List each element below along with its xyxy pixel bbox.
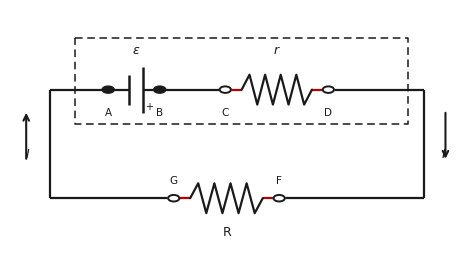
Circle shape xyxy=(102,86,114,93)
Text: B: B xyxy=(156,108,163,118)
Text: D: D xyxy=(324,108,332,118)
Text: G: G xyxy=(170,176,178,186)
Text: R: R xyxy=(222,226,231,239)
Text: I: I xyxy=(441,148,445,161)
Text: A: A xyxy=(105,108,112,118)
Circle shape xyxy=(323,86,334,93)
Text: +: + xyxy=(145,102,153,112)
Circle shape xyxy=(273,195,285,201)
Text: $\varepsilon$: $\varepsilon$ xyxy=(132,44,140,57)
Text: $r$: $r$ xyxy=(273,44,281,57)
Circle shape xyxy=(154,86,166,93)
Text: F: F xyxy=(276,176,282,186)
Circle shape xyxy=(168,195,179,201)
Text: C: C xyxy=(222,108,229,118)
Circle shape xyxy=(219,86,231,93)
Text: I: I xyxy=(26,148,29,161)
